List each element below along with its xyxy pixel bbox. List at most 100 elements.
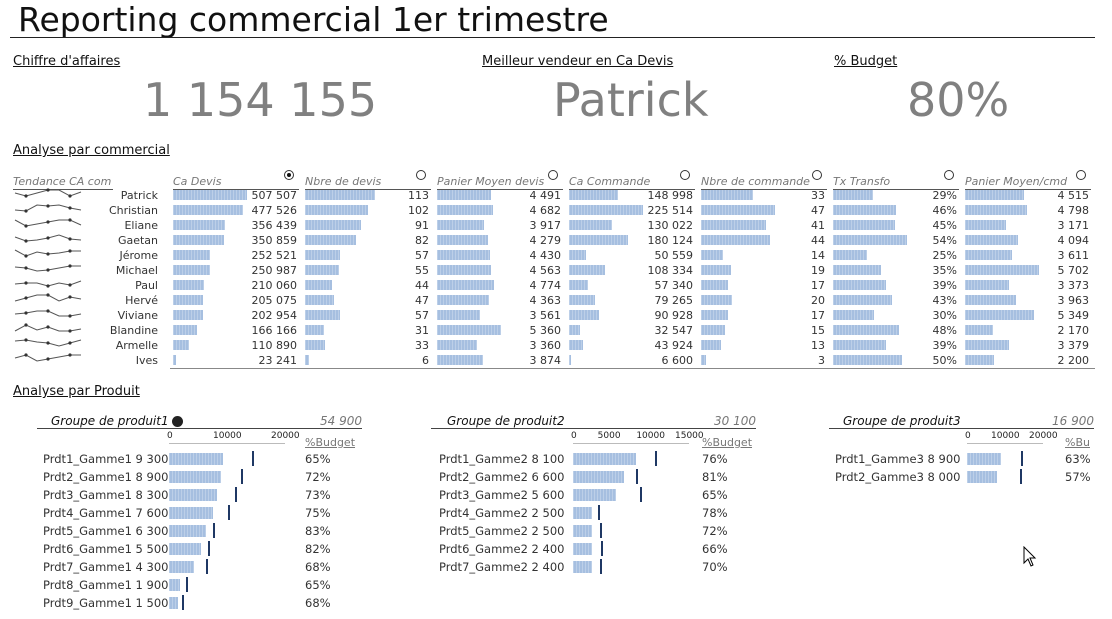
bar-panier-devis xyxy=(437,310,480,320)
sparkline-trend xyxy=(14,309,82,318)
cell-tx: 29% xyxy=(932,189,957,202)
product-label: Prdt7_Gamme2 2 400 xyxy=(439,560,565,574)
product-group-rule xyxy=(431,428,756,429)
budget-target-marker xyxy=(228,505,230,520)
cell-nb-devis: 44 xyxy=(415,279,429,292)
cell-panier-cmd: 2 170 xyxy=(1057,324,1090,337)
cell-ca-devis: 210 060 xyxy=(251,279,298,292)
column-radio[interactable] xyxy=(944,170,954,180)
bar-ca-cmd xyxy=(569,265,605,275)
cell-ca-devis: 250 987 xyxy=(251,264,298,277)
bar-tx xyxy=(833,325,899,335)
cell-ca-cmd: 50 559 xyxy=(654,249,694,262)
bar-panier-devis xyxy=(437,280,494,290)
product-budget-pct: 68% xyxy=(305,560,331,574)
cell-panier-devis: 3 561 xyxy=(529,309,562,322)
column-header[interactable]: Ca Devis xyxy=(173,175,299,190)
bar-nb-cmd xyxy=(701,220,766,230)
cell-nb-cmd: 17 xyxy=(811,279,825,292)
product-bar xyxy=(573,543,592,555)
cell-nb-devis: 91 xyxy=(415,219,429,232)
budget-target-marker xyxy=(1020,469,1022,484)
cell-panier-devis: 4 563 xyxy=(529,264,562,277)
bar-ca-devis xyxy=(173,355,176,365)
cell-ca-cmd: 90 928 xyxy=(654,309,694,322)
cell-ca-cmd: 79 265 xyxy=(654,294,694,307)
cell-nb-cmd: 14 xyxy=(811,249,825,262)
budget-header: %Budget xyxy=(305,436,356,449)
bar-ca-cmd xyxy=(569,355,571,365)
cell-panier-cmd: 3 963 xyxy=(1057,294,1090,307)
product-group-radio[interactable] xyxy=(172,416,183,427)
column-radio[interactable] xyxy=(284,170,294,180)
cell-ca-devis: 252 521 xyxy=(251,249,298,262)
bar-tx xyxy=(833,355,902,365)
bar-panier-cmd xyxy=(965,190,1024,200)
column-header[interactable]: Nbre de devis xyxy=(305,175,431,190)
bar-nb-devis xyxy=(305,295,334,305)
cell-panier-cmd: 3 171 xyxy=(1057,219,1090,232)
sparkline-trend xyxy=(14,264,81,272)
column-header[interactable]: Panier Moyen devis xyxy=(437,175,563,190)
cell-tx: 43% xyxy=(932,294,957,307)
column-radio[interactable] xyxy=(548,170,558,180)
bar-nb-cmd xyxy=(701,280,728,290)
bar-ca-cmd xyxy=(569,205,643,215)
section-title-produit: Analyse par Produit xyxy=(13,384,140,399)
bar-nb-devis xyxy=(305,220,361,230)
commercial-name: Michael xyxy=(115,264,158,277)
bar-nb-cmd xyxy=(701,325,725,335)
column-radio[interactable] xyxy=(416,170,426,180)
cell-nb-devis: 47 xyxy=(415,294,429,307)
column-header[interactable]: Ca Commande xyxy=(569,175,695,190)
column-radio[interactable] xyxy=(680,170,690,180)
column-header[interactable]: Nbre de commande xyxy=(701,175,827,190)
cell-ca-cmd: 180 124 xyxy=(647,234,694,247)
bar-nb-devis xyxy=(305,325,324,335)
budget-target-marker xyxy=(640,487,642,502)
cell-ca-devis: 350 859 xyxy=(251,234,298,247)
cell-tx: 39% xyxy=(932,279,957,292)
bar-panier-devis xyxy=(437,325,501,335)
cell-panier-devis: 4 682 xyxy=(529,204,562,217)
cell-ca-devis: 477 526 xyxy=(251,204,298,217)
cell-ca-cmd: 6 600 xyxy=(661,354,694,367)
sparkline-trend xyxy=(14,293,82,302)
cell-nb-cmd: 15 xyxy=(811,324,825,337)
sparkline-trend xyxy=(14,353,81,362)
product-budget-pct: 65% xyxy=(305,452,331,466)
bar-tx xyxy=(833,250,867,260)
cell-tx: 35% xyxy=(932,264,957,277)
product-group-rule xyxy=(37,428,362,429)
commercial-name: Paul xyxy=(135,279,158,292)
column-header[interactable]: Panier Moyen/cmd xyxy=(965,175,1091,190)
column-header[interactable]: Tx Transfo xyxy=(833,175,959,190)
product-bar xyxy=(967,471,997,483)
column-radio[interactable] xyxy=(1076,170,1086,180)
axis-line xyxy=(169,443,285,444)
bar-ca-devis xyxy=(173,220,225,230)
product-bar xyxy=(169,597,178,609)
bar-panier-devis xyxy=(437,265,491,275)
bar-ca-devis xyxy=(173,280,204,290)
product-budget-pct: 70% xyxy=(702,560,728,574)
cell-ca-cmd: 43 924 xyxy=(654,339,694,352)
sparkline-trend xyxy=(14,234,82,243)
column-radio[interactable] xyxy=(812,170,822,180)
product-budget-pct: 68% xyxy=(305,596,331,610)
cell-nb-cmd: 41 xyxy=(811,219,825,232)
product-group-total: 54 900 xyxy=(320,414,362,428)
budget-target-marker xyxy=(636,469,638,484)
kpi-label-best-seller: Meilleur vendeur en Ca Devis xyxy=(482,54,674,69)
axis-tick-label: 0 xyxy=(965,431,971,441)
product-bar xyxy=(169,579,180,591)
product-budget-pct: 76% xyxy=(702,452,728,466)
product-bar xyxy=(573,453,636,465)
budget-target-marker xyxy=(235,487,237,502)
cell-nb-devis: 113 xyxy=(408,189,429,202)
bar-ca-cmd xyxy=(569,235,628,245)
commercial-name: Patrick xyxy=(120,189,158,202)
bar-nb-cmd xyxy=(701,340,721,350)
bar-tx xyxy=(833,220,895,230)
cell-nb-devis: 33 xyxy=(415,339,429,352)
